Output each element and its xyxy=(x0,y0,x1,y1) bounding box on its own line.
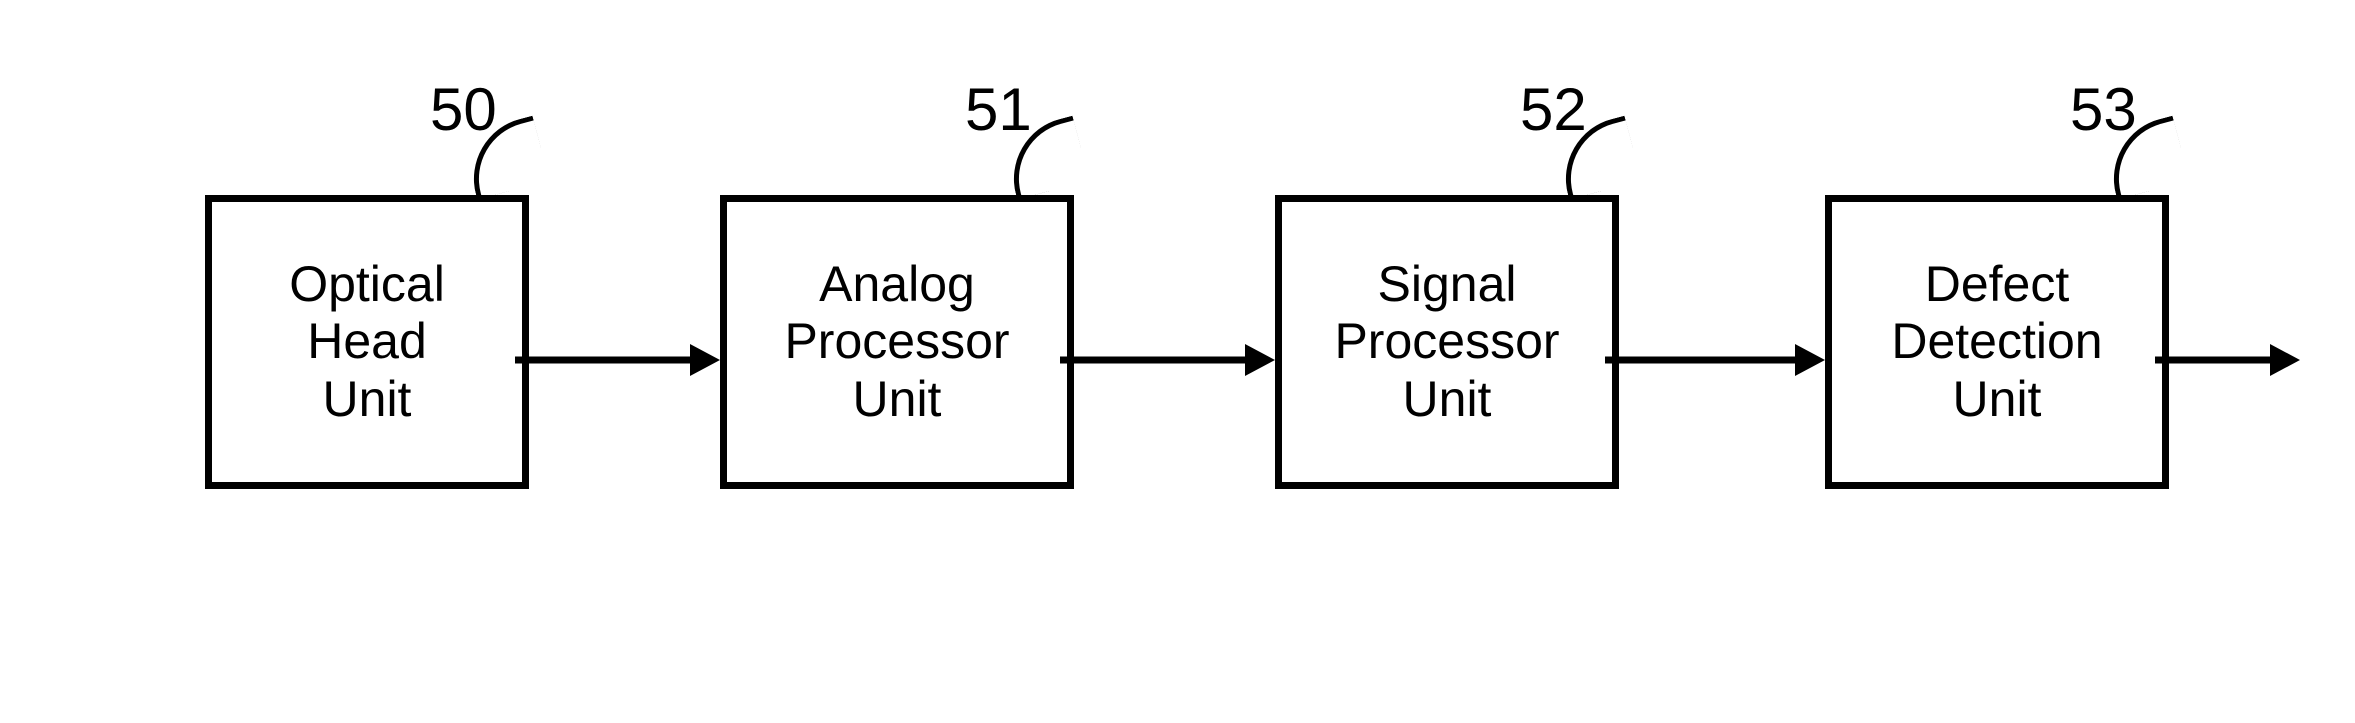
arrow-head-analog-processor-to-signal-processor xyxy=(1245,344,1275,376)
arrow-head-defect-detection-to-output xyxy=(2270,344,2300,376)
arrow-head-optical-head-to-analog-processor xyxy=(690,344,720,376)
block-diagram: OpticalHeadUnit50AnalogProcessorUnit51Si… xyxy=(0,0,2355,723)
arrows-layer xyxy=(0,0,2355,723)
arrow-head-signal-processor-to-defect-detection xyxy=(1795,344,1825,376)
